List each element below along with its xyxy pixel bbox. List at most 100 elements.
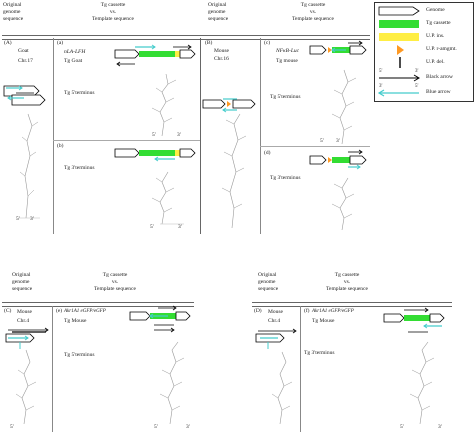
legend-label: U.P. del.: [426, 59, 445, 65]
panel-A-three-prime: 3': [30, 216, 34, 222]
panel-e-line2: Tg Mouse: [64, 318, 87, 324]
panel-b-arc-plot: [151, 171, 184, 225]
header-original-genome-bottom-left: Original genome sequence: [12, 272, 33, 292]
divider: [53, 140, 200, 141]
panel-c-gene: NFκB-Luc: [276, 48, 300, 54]
legend-five-prime: 5': [379, 69, 383, 74]
up-insertion-icon: [379, 33, 419, 41]
panel-B-genome-diagram: [202, 98, 256, 113]
panel-a-terminus: Tg 5'terminus: [64, 90, 95, 96]
panel-a-gene: nLA-LFH: [64, 49, 86, 55]
panel-A-species: Goat: [18, 48, 29, 54]
legend-row-tg-cassette: Tg cassette: [375, 18, 473, 29]
header-tg-cassette-bottom-left: Tg cassette vs. Template sequence: [94, 272, 136, 292]
panel-b-terminus: Tg 3'terminus: [64, 165, 95, 171]
legend-row-blue-arrow: 3' 5' Blue arrow: [375, 84, 473, 97]
divider: [260, 38, 261, 234]
header-original-genome-top-right: Original genome sequence: [208, 2, 229, 22]
panel-d-terminus: Tg 3'terminus: [270, 175, 301, 181]
panel-e-tag: (e): [56, 308, 63, 314]
panel-a-cassette-diagram: [114, 44, 196, 67]
panel-b-cassette-diagram: [114, 148, 196, 162]
panel-e-five-prime: 5': [154, 424, 158, 430]
panel-D-tag: (D): [254, 308, 262, 314]
legend-three-prime: 3': [379, 84, 383, 89]
legend-label: U.P. ins.: [426, 33, 445, 39]
panel-c-terminus: Tg 5'terminus: [270, 94, 301, 100]
blue-arrow-icon: [377, 89, 419, 97]
panel-C-species: Mouse: [17, 309, 32, 315]
panel-C-arc-plot: [15, 349, 37, 425]
divider: [53, 38, 54, 234]
legend-label: Tg cassette: [426, 20, 451, 26]
panel-C-tag: (C): [4, 308, 12, 314]
panel-c-tag: (c): [264, 40, 271, 46]
panel-f-line2: Tg Mouse: [312, 318, 335, 324]
header-tg-cassette-top-left: Tg cassette vs. Template sequence: [92, 2, 134, 22]
legend-label: Black arrow: [426, 74, 454, 80]
bottom-header-divider-left: [2, 302, 194, 307]
panel-A-genome-diagram: [3, 85, 46, 106]
panel-a-arc-plot: [151, 73, 177, 137]
panel-A-chromosome: Chr.17: [18, 58, 33, 64]
divider: [200, 38, 201, 234]
black-arrow-icon: [379, 74, 420, 82]
header-tg-cassette-top-right: Tg cassette vs. Template sequence: [292, 2, 334, 22]
panel-B-arc-plot: [221, 113, 247, 229]
panel-c-line2: Tg mouse: [276, 58, 298, 64]
top-header-divider: [2, 35, 370, 40]
panel-f-terminus: Tg 3'terminus: [304, 350, 335, 356]
panel-D-genome-diagram: [255, 328, 297, 349]
panel-f-gene: Akr1A1 eGFP/eGFP: [312, 309, 354, 314]
divider: [52, 306, 53, 432]
panel-a-five-prime: 5': [152, 132, 156, 138]
panel-c-arc-plot: [331, 69, 357, 145]
panel-C-five-prime: 5': [10, 424, 14, 430]
panel-D-species: Mouse: [268, 309, 283, 315]
header-original-genome-top-left: Original genome sequence: [3, 2, 24, 22]
panel-D-arc-plot: [271, 351, 293, 425]
legend-row-genome: Genome: [375, 5, 473, 16]
panel-B-species: Mouse: [214, 48, 229, 54]
panel-c-cassette-diagram: [309, 40, 367, 55]
panel-b-three-prime: 3': [178, 224, 182, 230]
panel-d-arc-plot: [331, 177, 355, 231]
panel-b-five-prime: 5': [150, 224, 154, 230]
legend-row-up-insertion: U.P. ins.: [375, 31, 473, 42]
panel-a-tag: (a): [57, 40, 64, 46]
header-tg-cassette-bottom-right: Tg cassette vs. Template sequence: [326, 272, 368, 292]
legend-row-up-deletion: U.P. del.: [375, 57, 473, 68]
panel-D-chromosome: Chr.4: [268, 318, 281, 324]
bottom-header-divider-right: [252, 302, 452, 307]
panel-c-three-prime: 3': [336, 138, 340, 144]
header-original-genome-bottom-right: Original genome sequence: [258, 272, 279, 292]
panel-e-gene: Akr1A1 eGFP/eGFP: [64, 309, 106, 314]
panel-e-arc-plot: [159, 341, 185, 425]
tg-cassette-icon: [379, 20, 419, 28]
panel-B-tag: (B): [205, 40, 213, 46]
panel-B-chromosome: Chr.16: [214, 56, 229, 62]
panel-A-tag: (A): [4, 40, 12, 46]
panel-f-tag: (f): [304, 308, 310, 314]
panel-d-tag: (d): [264, 150, 271, 156]
panel-A-arc-plot: [18, 113, 40, 219]
panel-f-arc-plot: [409, 341, 435, 425]
genome-arrow-icon: [378, 6, 420, 16]
panel-f-cassette-diagram: [383, 307, 445, 333]
panel-e-three-prime: 3': [186, 424, 190, 430]
divider: [260, 146, 370, 147]
panel-A-five-prime: 5': [16, 216, 20, 222]
panel-d-cassette-diagram: [309, 149, 367, 170]
legend-three-prime: 3': [415, 69, 419, 74]
panel-e-cassette-diagram: [129, 305, 191, 333]
legend-label: Genome: [426, 7, 445, 13]
up-deletion-icon: [399, 57, 401, 68]
panel-f-three-prime: 3': [438, 424, 442, 430]
legend-label: Blue arrow: [426, 89, 451, 95]
panel-b-tag: (b): [57, 143, 64, 149]
up-rearrangement-icon: [397, 45, 404, 55]
panel-f-five-prime: 5': [400, 424, 404, 430]
panel-a-three-prime: 3': [177, 132, 181, 138]
legend-row-black-arrow: 5' 3' Black arrow: [375, 69, 473, 82]
legend-row-up-rearrangement: U.P. r-amgmt.: [375, 44, 473, 55]
